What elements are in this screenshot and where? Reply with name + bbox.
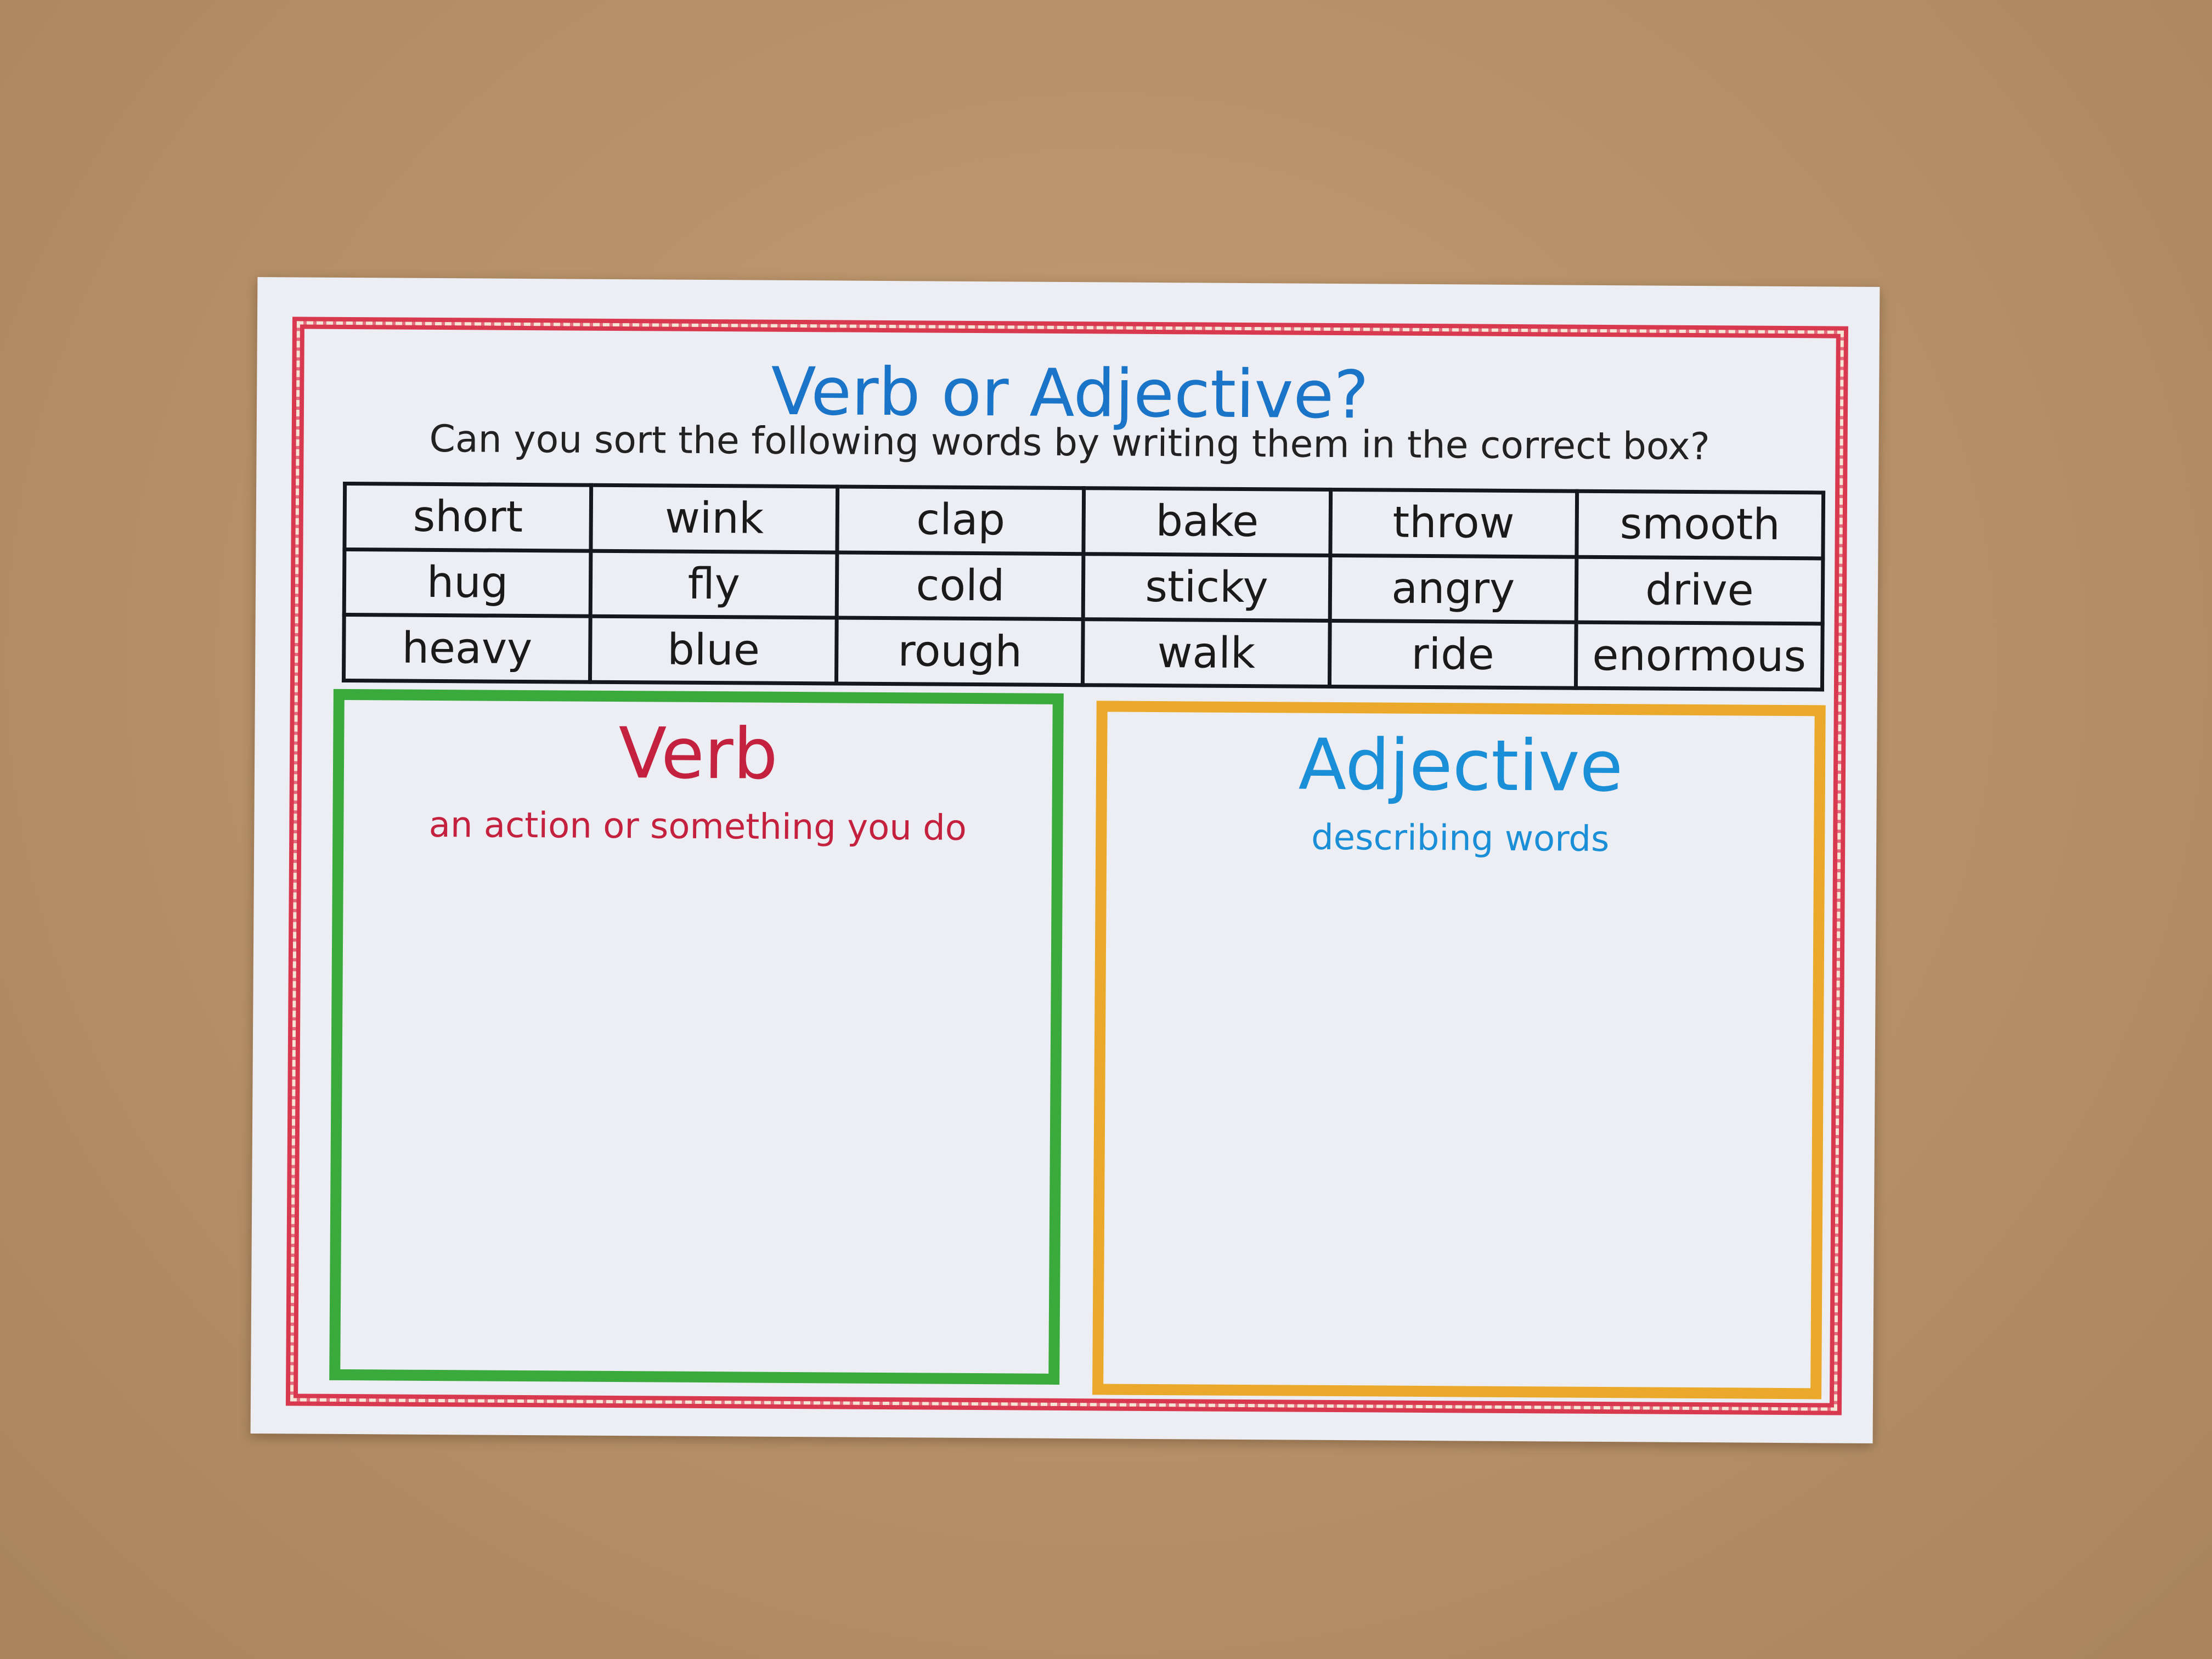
word-cell: clap: [837, 486, 1085, 554]
verb-box[interactable]: Verb an action or something you do: [329, 689, 1064, 1385]
word-cell: rough: [836, 618, 1084, 685]
word-cell: throw: [1330, 489, 1577, 557]
verb-heading: Verb: [618, 713, 778, 795]
adjective-heading: Adjective: [1298, 724, 1623, 808]
word-cell: bake: [1084, 488, 1331, 556]
word-cell: blue: [590, 616, 837, 684]
word-cell: hug: [344, 549, 591, 617]
word-cell: drive: [1576, 556, 1823, 624]
word-cell: enormous: [1576, 622, 1823, 690]
worksheet-card: Verb or Adjective? Can you sort the foll…: [250, 276, 1880, 1444]
adjective-box[interactable]: Adjective describing words: [1092, 701, 1826, 1400]
word-cell: heavy: [343, 614, 591, 682]
word-table: short wink clap bake throw smooth hug fly cold st…: [342, 482, 1825, 691]
word-row: hug fly cold sticky angry drive: [344, 549, 1823, 624]
word-cell: short: [344, 483, 591, 551]
word-row: short wink clap bake throw smooth: [344, 483, 1824, 558]
worksheet-instruction: Can you sort the following words by writ…: [429, 417, 1711, 469]
word-cell: fly: [590, 550, 838, 618]
word-cell: sticky: [1083, 554, 1330, 621]
decorative-red-border: Verb or Adjective? Can you sort the foll…: [285, 317, 1848, 1415]
word-cell: wink: [591, 485, 838, 552]
word-cell: angry: [1329, 555, 1577, 623]
word-row: heavy blue rough walk ride enormous: [343, 614, 1823, 690]
word-cell: smooth: [1576, 491, 1824, 558]
word-cell: cold: [837, 552, 1084, 620]
word-cell: ride: [1329, 620, 1576, 689]
word-cell: walk: [1082, 619, 1330, 687]
adjective-description: describing words: [1311, 817, 1610, 860]
verb-description: an action or something you do: [428, 804, 967, 849]
